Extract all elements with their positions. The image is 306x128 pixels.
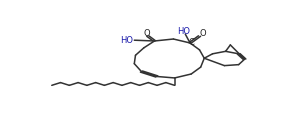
Text: HO: HO: [177, 27, 191, 36]
Text: O: O: [143, 29, 150, 38]
Text: C: C: [189, 38, 195, 47]
Text: O: O: [200, 29, 207, 38]
Text: HO: HO: [120, 36, 133, 45]
